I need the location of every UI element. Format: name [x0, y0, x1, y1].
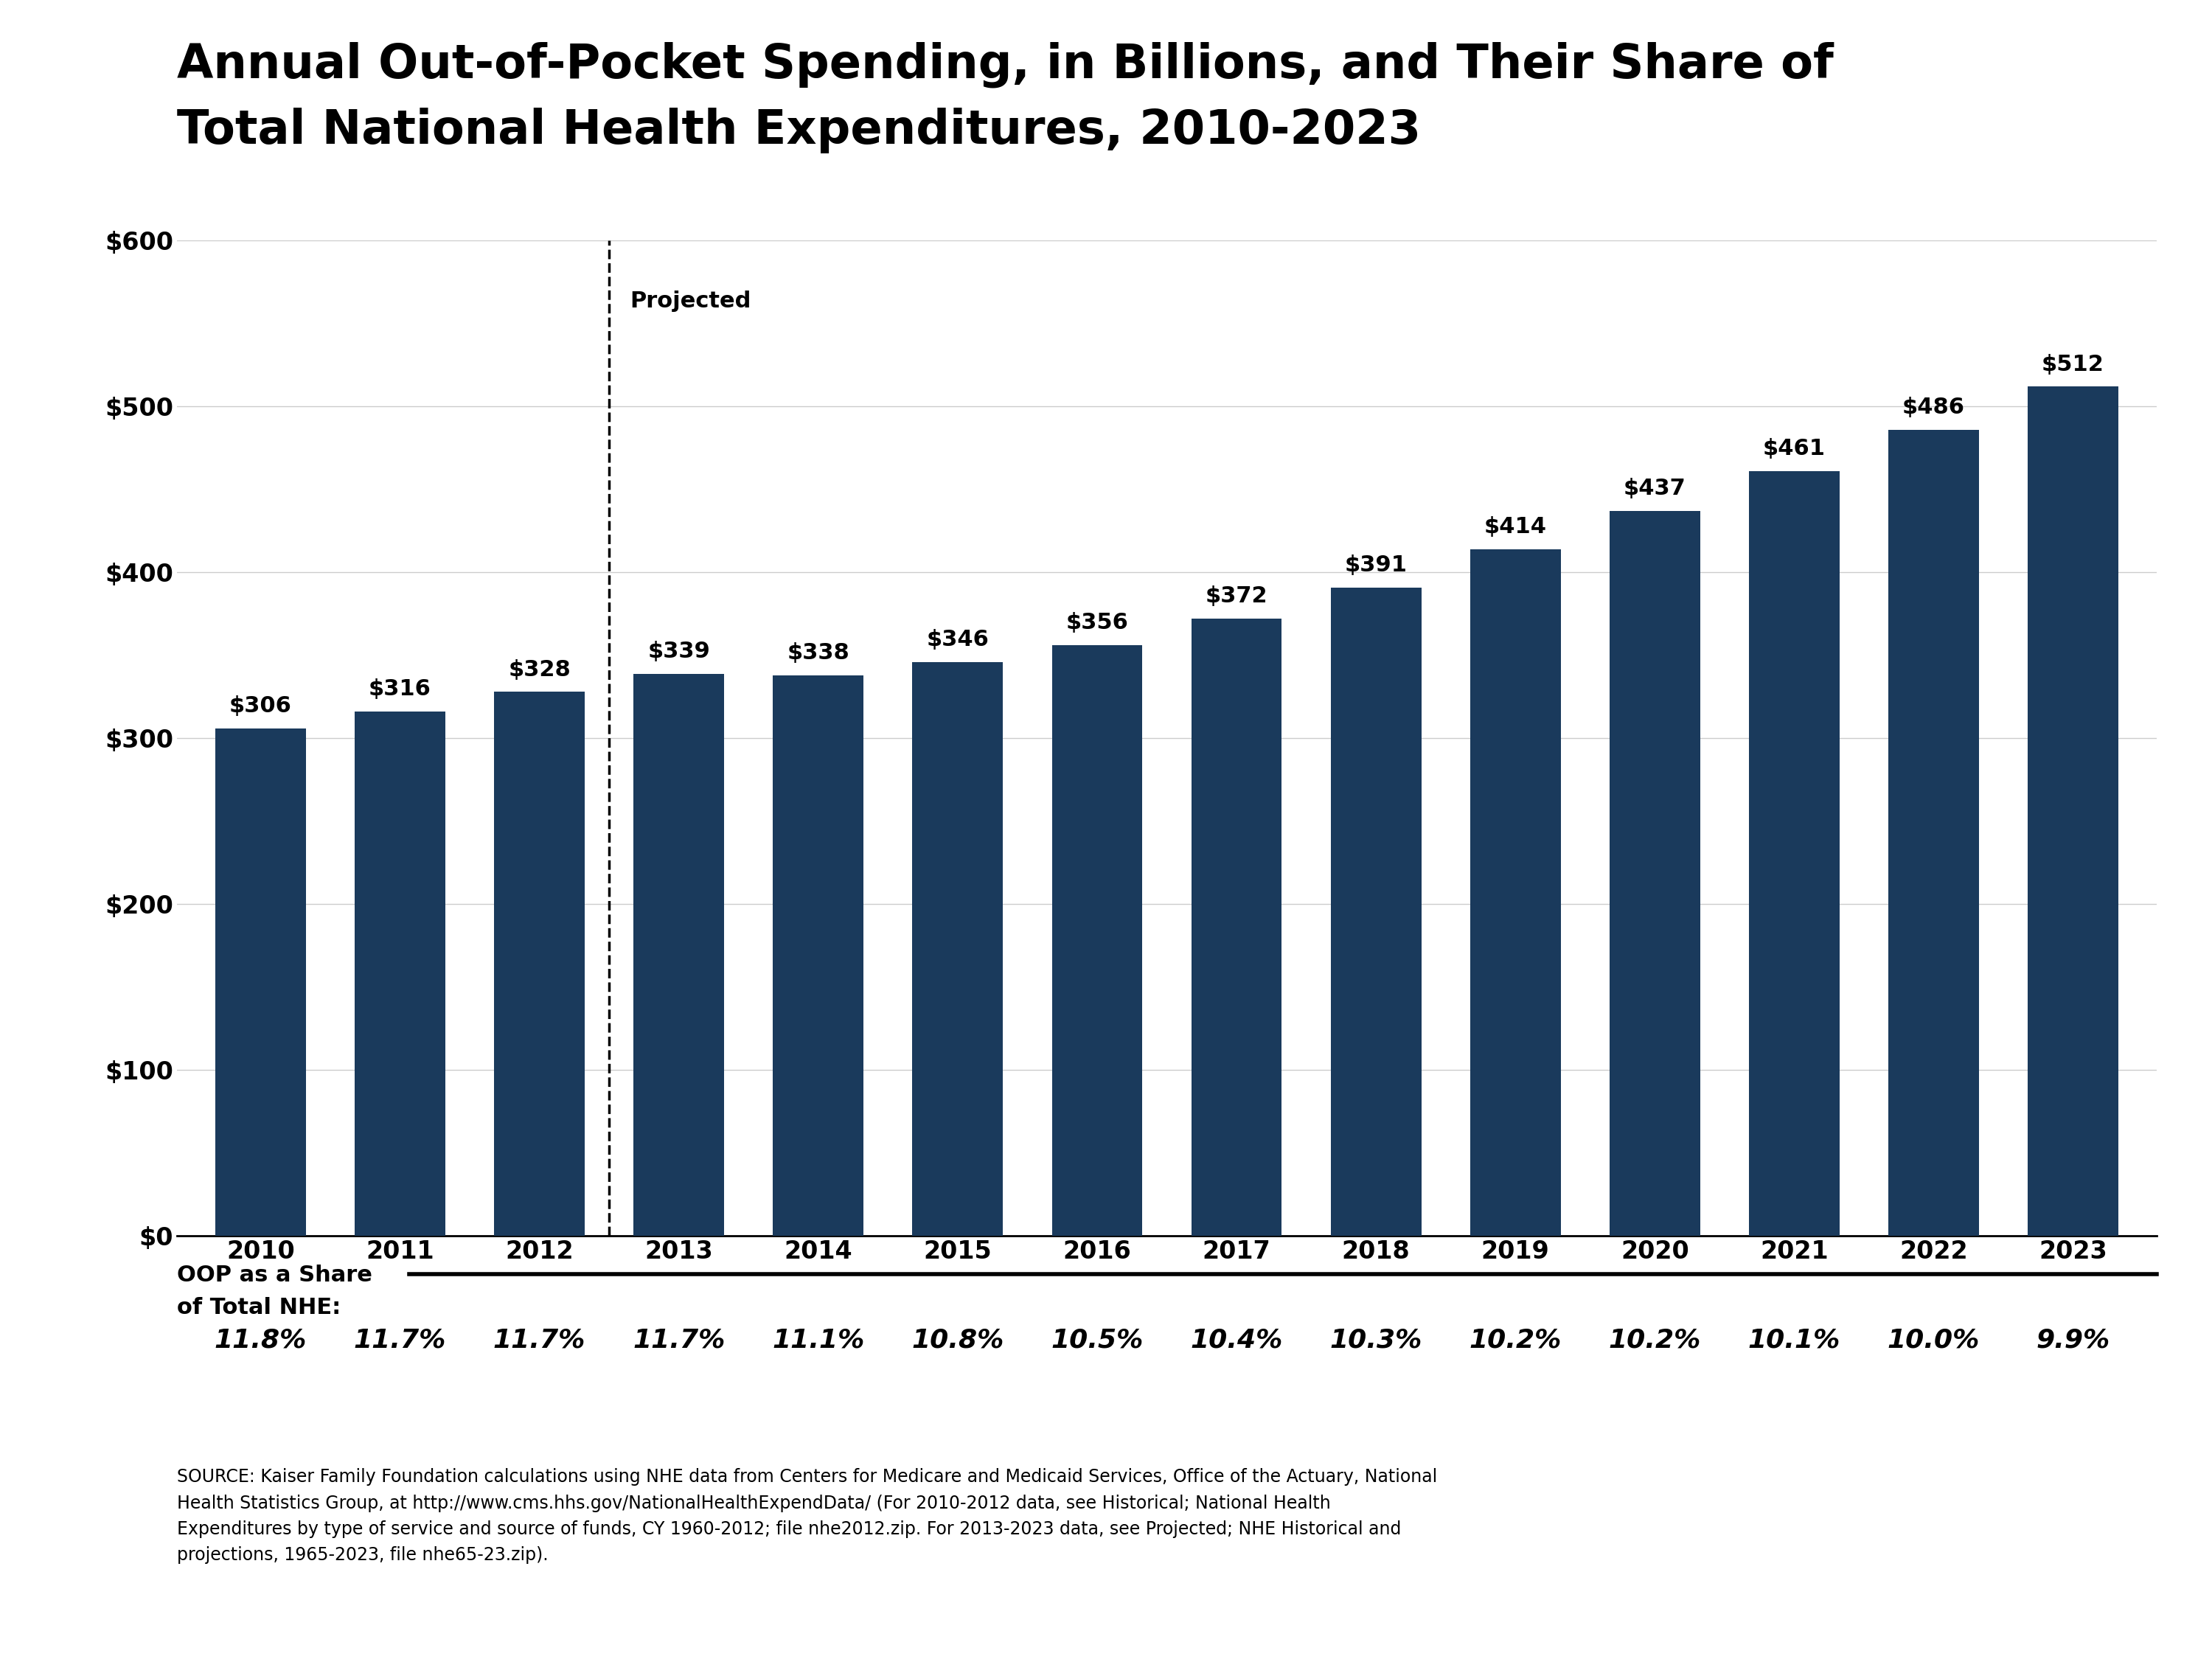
- Bar: [633, 674, 723, 1236]
- Text: 11.8%: 11.8%: [215, 1327, 307, 1352]
- Text: FOUNDATION: FOUNDATION: [2006, 1606, 2073, 1614]
- Text: $437: $437: [1624, 478, 1686, 499]
- Text: 11.7%: 11.7%: [354, 1327, 447, 1352]
- Text: 11.1%: 11.1%: [772, 1327, 865, 1352]
- Text: Projected: Projected: [630, 290, 752, 312]
- Text: 10.2%: 10.2%: [1608, 1327, 1701, 1352]
- Text: $414: $414: [1484, 516, 1546, 538]
- Text: $391: $391: [1345, 554, 1407, 576]
- Text: $372: $372: [1206, 586, 1267, 607]
- Bar: [772, 675, 863, 1236]
- Text: Total National Health Expenditures, 2010-2023: Total National Health Expenditures, 2010…: [177, 108, 1420, 154]
- Bar: [1750, 471, 1840, 1236]
- Text: 10.2%: 10.2%: [1469, 1327, 1562, 1352]
- Text: KAISER
FAMILY: KAISER FAMILY: [2011, 1536, 2068, 1564]
- Text: $512: $512: [2042, 353, 2104, 375]
- Text: $346: $346: [927, 629, 989, 650]
- Bar: [1889, 430, 1980, 1236]
- Text: 9.9%: 9.9%: [2035, 1327, 2110, 1352]
- Bar: [215, 728, 305, 1236]
- Bar: [354, 712, 445, 1236]
- Bar: [493, 692, 584, 1236]
- Text: THE HENRY J.: THE HENRY J.: [2002, 1485, 2077, 1496]
- Bar: [1192, 619, 1281, 1236]
- Text: $328: $328: [509, 659, 571, 680]
- Bar: [1332, 587, 1422, 1236]
- Text: 10.0%: 10.0%: [1887, 1327, 1980, 1352]
- Bar: [1610, 511, 1701, 1236]
- Text: $306: $306: [230, 695, 292, 717]
- Bar: [2028, 387, 2119, 1236]
- Text: $486: $486: [1902, 397, 1964, 418]
- Text: $339: $339: [648, 640, 710, 662]
- Bar: [1471, 549, 1562, 1236]
- Text: Annual Out-of-Pocket Spending, in Billions, and Their Share of: Annual Out-of-Pocket Spending, in Billio…: [177, 41, 1834, 88]
- Bar: [911, 662, 1002, 1236]
- Text: 10.5%: 10.5%: [1051, 1327, 1144, 1352]
- Text: $316: $316: [369, 679, 431, 700]
- Text: $461: $461: [1763, 438, 1825, 460]
- Text: OOP as a Share: OOP as a Share: [177, 1264, 372, 1286]
- Text: of Total NHE:: of Total NHE:: [177, 1297, 341, 1319]
- Bar: [1053, 645, 1141, 1236]
- Text: 10.8%: 10.8%: [911, 1327, 1004, 1352]
- Text: SOURCE: Kaiser Family Foundation calculations using NHE data from Centers for Me: SOURCE: Kaiser Family Foundation calcula…: [177, 1468, 1438, 1564]
- Text: $338: $338: [787, 642, 849, 664]
- Text: 10.1%: 10.1%: [1747, 1327, 1840, 1352]
- Text: 10.4%: 10.4%: [1190, 1327, 1283, 1352]
- Text: 11.7%: 11.7%: [493, 1327, 586, 1352]
- Text: 10.3%: 10.3%: [1329, 1327, 1422, 1352]
- Text: 11.7%: 11.7%: [633, 1327, 726, 1352]
- Text: $356: $356: [1066, 612, 1128, 634]
